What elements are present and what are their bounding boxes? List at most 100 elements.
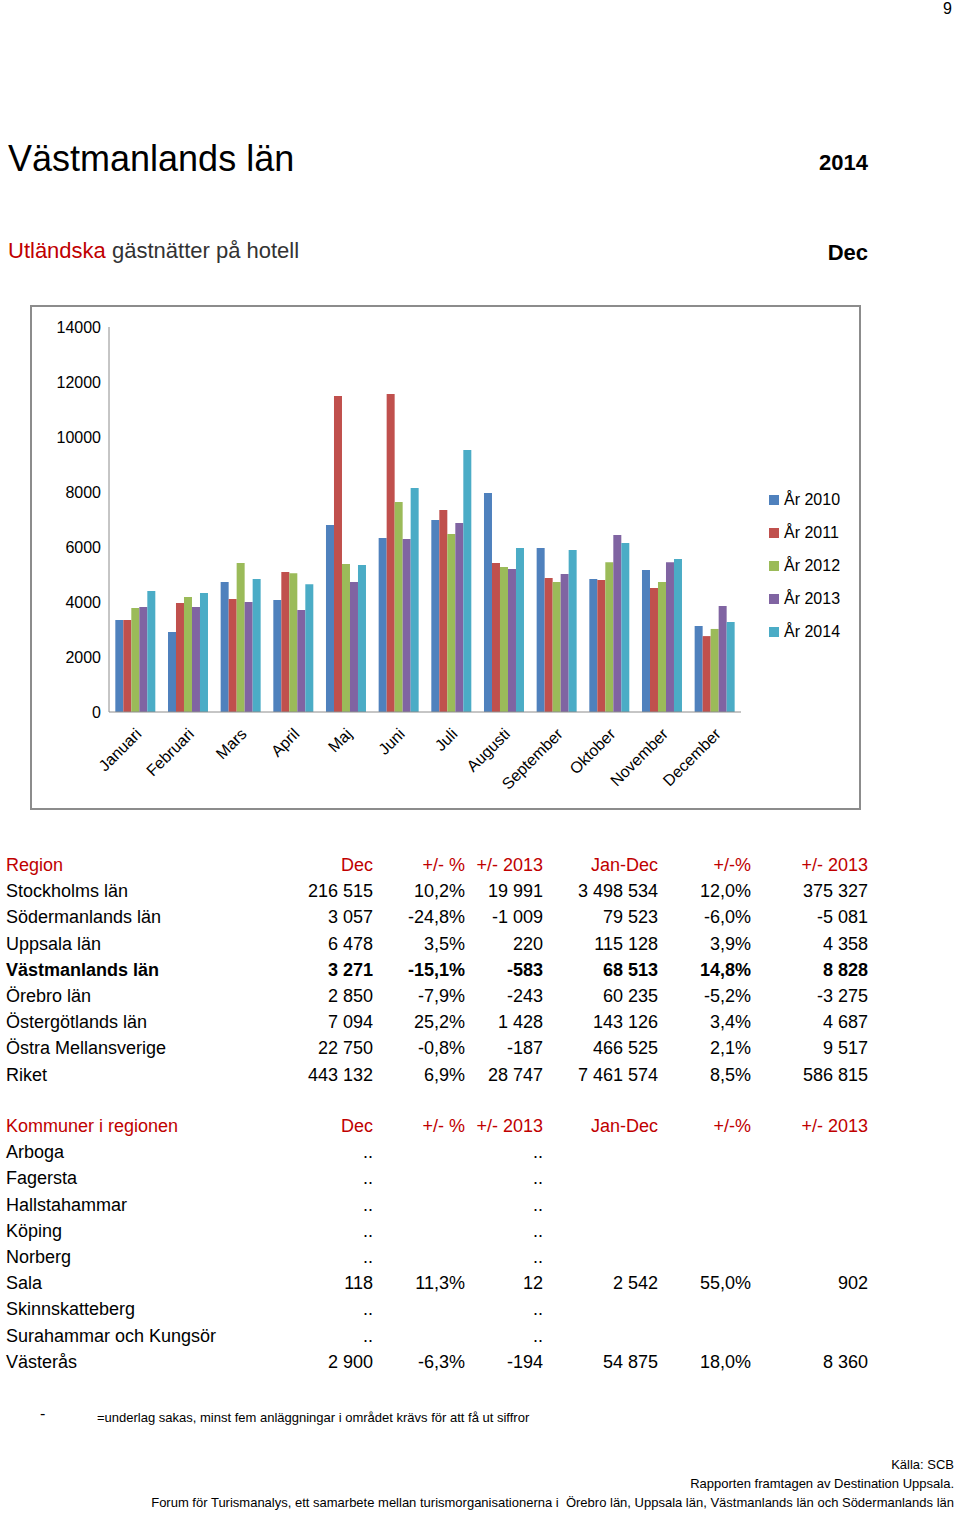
html-text:8 828: 8 828 (823, 959, 868, 980)
svg-text:Maj: Maj (325, 725, 355, 755)
svg-text:Augusti: Augusti (463, 725, 513, 775)
html-text:Örebro län: Örebro län (6, 986, 91, 1006)
html-text:Uppsala län: Uppsala län (6, 933, 102, 954)
html-text:1 428: 1 428 (498, 1012, 543, 1033)
html-text:7 461 574: 7 461 574 (577, 1064, 658, 1085)
html-text:10,2%: 10,2% (414, 881, 465, 902)
html-text:6 478: 6 478 (328, 933, 373, 954)
html-text:14,8%: 14,8% (700, 959, 751, 980)
html-text:Skinnskatteberg: Skinnskatteberg (6, 1299, 136, 1320)
html-text:216 515: 216 515 (307, 881, 373, 902)
html-text:8,5%: 8,5% (710, 1064, 751, 1085)
html-text:443 132: 443 132 (307, 1064, 373, 1085)
html-text:Sala: Sala (6, 1273, 42, 1294)
html-text:Dec: Dec (341, 855, 373, 875)
html-text:Västmanlands län: Västmanlands län (8, 138, 295, 179)
html-text:+/- 2013: +/- 2013 (476, 855, 543, 875)
html-text:3,5%: 3,5% (424, 933, 465, 954)
html-text:3,9%: 3,9% (710, 933, 751, 954)
html-text:2,1%: 2,1% (710, 1038, 751, 1059)
html-text:28 747: 28 747 (487, 1064, 543, 1085)
html-text:+/- 2013: +/- 2013 (801, 855, 868, 875)
svg-text:April: April (268, 725, 303, 760)
html-text:7 094: 7 094 (328, 1012, 373, 1033)
html-text:143 126: 143 126 (592, 1012, 658, 1033)
html-text:9 517: 9 517 (823, 1038, 868, 1059)
html-text:2 542: 2 542 (613, 1273, 658, 1294)
html-text:220: 220 (513, 933, 543, 954)
svg-text:14000: 14000 (57, 319, 102, 336)
html-text:Stockholms län: Stockholms län (6, 881, 129, 902)
html-text:Södermanlands län: Södermanlands län (6, 907, 162, 928)
html-text:Utländska gästnätter på hotell: Utländska gästnätter på hotell (8, 238, 300, 263)
svg-text:September: September (498, 725, 566, 793)
svg-text:6000: 6000 (65, 539, 101, 556)
html-text:4 358: 4 358 (823, 933, 868, 954)
html-text:54 875: 54 875 (602, 1351, 658, 1372)
html-text:902: 902 (838, 1273, 868, 1294)
html-text:79 523: 79 523 (602, 907, 658, 928)
html-text:Surahammar och Kungsör: Surahammar och Kungsör (6, 1325, 217, 1346)
html-text:12,0%: 12,0% (700, 881, 751, 902)
svg-text:Februari: Februari (143, 725, 197, 779)
html-text:-24,8%: -24,8% (408, 907, 465, 928)
html-text:18,0%: 18,0% (700, 1351, 751, 1372)
html-text:2 900: 2 900 (328, 1351, 373, 1372)
html-text:-1 009: -1 009 (492, 907, 543, 928)
html-text:115 128: 115 128 (594, 933, 658, 954)
html-text:Fagersta: Fagersta (6, 1168, 77, 1189)
html-text:3 271: 3 271 (328, 959, 373, 980)
html-text:Region: Region (6, 855, 63, 875)
html-text:25,2%: 25,2% (414, 1012, 465, 1033)
svg-text:0: 0 (92, 704, 101, 721)
svg-text:8000: 8000 (65, 484, 101, 501)
svg-text:December: December (660, 725, 725, 790)
html-text:Jan-Dec: Jan-Dec (591, 855, 658, 875)
html-text:-0,8%: -0,8% (418, 1038, 465, 1059)
html-text:-583: -583 (507, 959, 543, 980)
html-text:466 525: 466 525 (592, 1038, 658, 1059)
svg-text:Oktober: Oktober (566, 725, 619, 778)
html-text:Västmanlands län: Västmanlands län (6, 959, 160, 980)
html-text:55,0%: 55,0% (700, 1273, 751, 1294)
html-text:Västerås: Västerås (6, 1351, 77, 1372)
html-text:22 750: 22 750 (317, 1038, 373, 1059)
html-text:Köping: Köping (6, 1220, 63, 1241)
html-text:3,4%: 3,4% (710, 1012, 751, 1033)
html-text:-7,9%: -7,9% (418, 986, 465, 1006)
svg-text:2000: 2000 (65, 649, 101, 666)
html-text:-194: -194 (507, 1351, 543, 1372)
html-text:Hallstahammar: Hallstahammar (6, 1194, 127, 1215)
html-text:-6,0%: -6,0% (704, 907, 751, 928)
html-text:-6,3%: -6,3% (418, 1351, 465, 1372)
html-text:2 850: 2 850 (328, 986, 373, 1006)
svg-text:10000: 10000 (57, 429, 102, 446)
html-text:-5 081: -5 081 (817, 907, 868, 928)
html-text:Dec: Dec (827, 240, 868, 265)
svg-text:Juli: Juli (432, 725, 461, 754)
svg-text:November: November (607, 725, 672, 790)
svg-text:Juni: Juni (375, 725, 408, 758)
html-text:Riket: Riket (6, 1064, 47, 1085)
html-text:3 498 534: 3 498 534 (577, 881, 658, 902)
html-text:6,9%: 6,9% (424, 1064, 465, 1085)
html-text:4 687: 4 687 (823, 1012, 868, 1033)
html-text:3 057: 3 057 (328, 907, 373, 928)
svg-text:Mars: Mars (213, 725, 250, 762)
html-text:8 360: 8 360 (823, 1351, 868, 1372)
svg-text:4000: 4000 (65, 594, 101, 611)
html-text:586 815: 586 815 (802, 1064, 868, 1085)
html-text:-187: -187 (507, 1038, 543, 1059)
html-text:375 327: 375 327 (802, 881, 868, 902)
html-text:Arboga: Arboga (6, 1142, 64, 1163)
html-text:19 991: 19 991 (487, 881, 543, 902)
html-text:2014: 2014 (819, 150, 868, 175)
html-text:-15,1%: -15,1% (408, 959, 465, 980)
html-text:11,3%: 11,3% (415, 1273, 465, 1294)
html-text:Östra Mellansverige: Östra Mellansverige (6, 1038, 167, 1059)
svg-text:12000: 12000 (57, 374, 102, 391)
html-text:118: 118 (344, 1273, 373, 1294)
svg-text:Januari: Januari (95, 725, 144, 774)
html-text:Östergötlands län: Östergötlands län (6, 1012, 148, 1033)
html-text:68 513: 68 513 (602, 959, 658, 980)
